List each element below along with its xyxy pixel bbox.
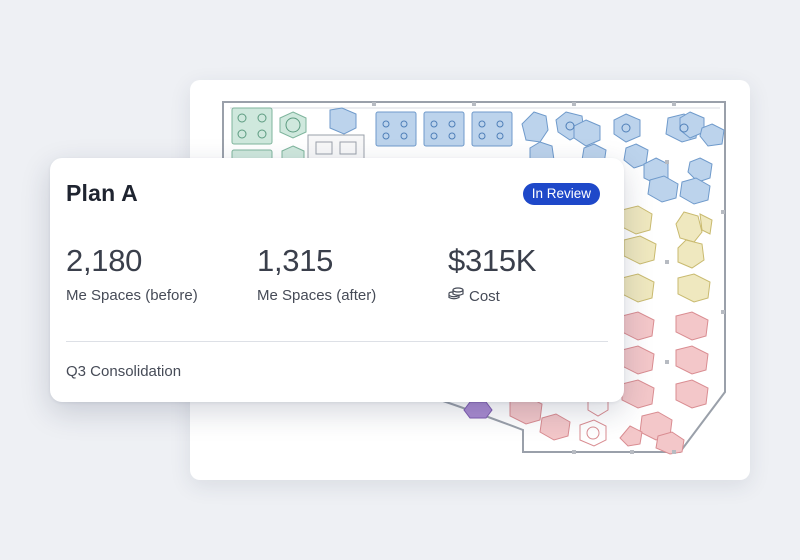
metric-label: Me Spaces (before) [66, 287, 198, 304]
metric-value: 2,180 [66, 243, 143, 278]
status-badge: In Review [522, 183, 600, 205]
metric-cost: $315K Cost [448, 242, 536, 305]
purple-zone [463, 401, 493, 419]
metric-spaces-before: 2,180 Me Spaces (before) [66, 242, 198, 304]
divider [66, 341, 608, 342]
metric-value: $315K [448, 243, 537, 278]
plan-group-name: Q3 Consolidation [66, 363, 182, 380]
plan-title: Plan A [66, 180, 138, 206]
metric-label-text: Me Spaces (before) [66, 287, 198, 304]
metric-spaces-after: 1,315 Me Spaces (after) [257, 242, 376, 304]
red-zone [509, 311, 709, 455]
metric-label: Me Spaces (after) [257, 287, 376, 304]
plan-summary-card[interactable]: Plan A In Review 2,180 Me Spaces (before… [50, 158, 624, 402]
metric-label-text: Me Spaces (after) [257, 287, 377, 304]
metric-label-text: Cost [469, 287, 500, 305]
metric-value: 1,315 [257, 243, 334, 278]
coins-icon [448, 287, 469, 305]
metric-label: Cost [448, 287, 536, 305]
